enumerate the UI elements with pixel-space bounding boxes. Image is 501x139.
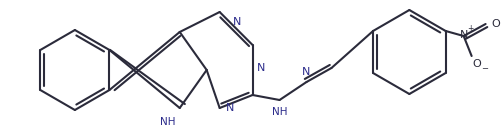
Text: N: N [257, 63, 265, 73]
Text: N: N [302, 67, 311, 77]
Text: N: N [232, 17, 241, 27]
Text: N: N [459, 30, 468, 40]
Text: O: O [472, 59, 481, 69]
Text: NH: NH [272, 107, 287, 117]
Text: O: O [491, 19, 500, 29]
Text: +: + [467, 23, 474, 33]
Text: −: − [481, 64, 488, 74]
Text: N: N [225, 103, 234, 113]
Text: NH: NH [160, 117, 175, 127]
